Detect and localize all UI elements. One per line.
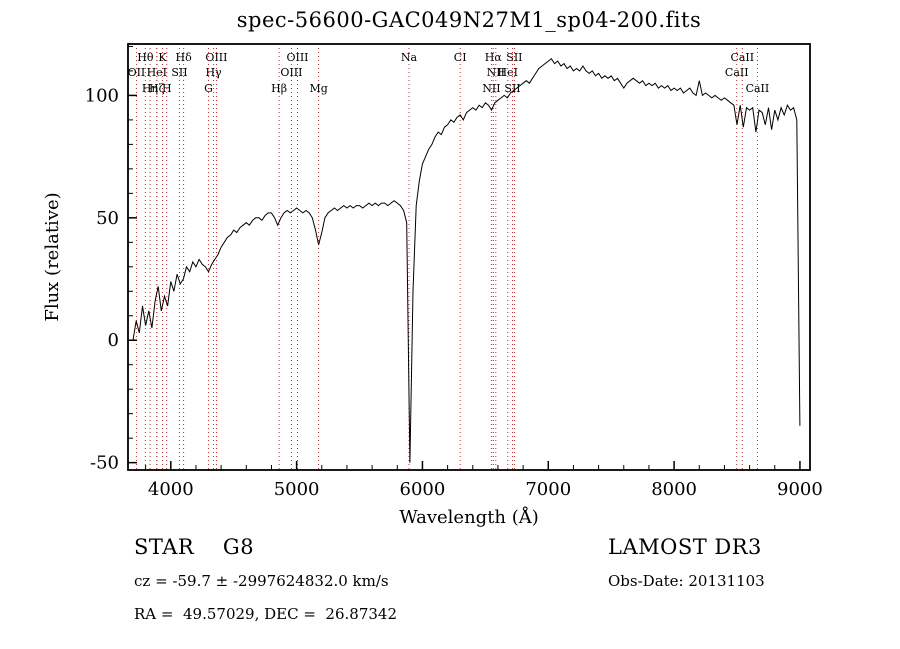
x-axis-label: Wavelength (Å) xyxy=(399,506,539,528)
spectral-line-label: Hγ xyxy=(205,66,222,79)
spectral-line-label: G xyxy=(204,82,213,95)
spectral-line-label: NII xyxy=(482,82,500,95)
spectral-line-label: CaII xyxy=(725,66,749,79)
spectral-line-label: Hδ xyxy=(176,51,193,64)
spectral-line-label: Mg xyxy=(309,82,327,95)
obs-date: Obs-Date: 20131103 xyxy=(608,572,765,590)
x-tick-label: 8000 xyxy=(651,479,697,500)
y-tick-label: 100 xyxy=(85,85,119,106)
spectral-line-label: Hθ xyxy=(137,51,154,64)
spectral-line-label: SII xyxy=(504,82,520,95)
spectral-line-label: OII xyxy=(128,66,146,79)
spectrum-line xyxy=(132,57,801,463)
spectral-line-label: CaII xyxy=(730,51,754,64)
spectral-line-label: NII xyxy=(487,66,505,79)
spectral-line-label: Hα xyxy=(485,51,503,64)
object-class-label: STAR G8 xyxy=(134,535,255,559)
y-axis-label: Flux (relative) xyxy=(42,192,63,321)
x-tick-label: 5000 xyxy=(274,479,320,500)
x-tick-label: 9000 xyxy=(777,479,823,500)
y-tick-label: 50 xyxy=(96,208,119,229)
spectral-line-label: K xyxy=(158,51,167,64)
spectral-line-label: OIII xyxy=(286,51,308,64)
y-tick-label: 0 xyxy=(108,330,119,351)
spectral-line-label: CaII xyxy=(746,82,770,95)
spectral-line-label: Na xyxy=(401,51,418,64)
spectral-line-label: HeI xyxy=(498,66,518,79)
spectral-line-label: Hη xyxy=(142,82,158,95)
spectral-line-label: OIII xyxy=(205,51,227,64)
spectral-line-label: CI xyxy=(454,51,467,64)
plot-title: spec-56600-GAC049N27M1_sp04-200.fits xyxy=(236,8,702,32)
x-tick-label: 4000 xyxy=(148,479,194,500)
cz-value: cz = -59.7 ± -2997624832.0 km/s xyxy=(134,572,389,590)
spectral-line-label: OIII xyxy=(280,66,302,79)
spectral-line-label: Hβ xyxy=(271,82,287,95)
spectral-line-label: SII xyxy=(171,66,187,79)
spectral-line-label: Hζ xyxy=(149,82,165,95)
x-tick-label: 7000 xyxy=(525,479,571,500)
spectral-line-label: SII xyxy=(506,51,522,64)
y-tick-label: -50 xyxy=(90,453,119,474)
survey-label: LAMOST DR3 xyxy=(608,535,762,559)
x-tick-label: 6000 xyxy=(400,479,446,500)
plot-frame xyxy=(127,43,811,471)
ra-dec-coords: RA = 49.57029, DEC = 26.87342 xyxy=(134,605,398,623)
spectral-line-label: H xyxy=(162,82,172,95)
